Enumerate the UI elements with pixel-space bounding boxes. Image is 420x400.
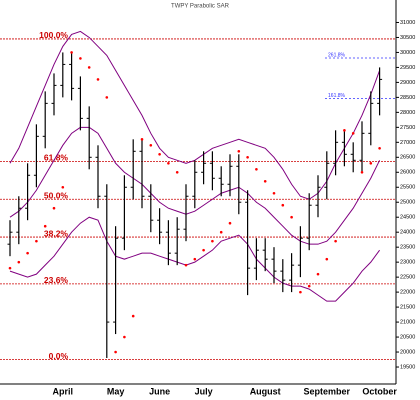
y-tick-label: 20000 — [400, 349, 415, 355]
y-tick-label: 20500 — [400, 335, 415, 341]
sar-dot — [114, 350, 117, 354]
sar-dot — [255, 167, 258, 171]
sar-dot — [219, 230, 223, 234]
y-tick-label: 26000 — [400, 170, 415, 176]
y-tick-label: 30000 — [400, 50, 415, 56]
sar-dot — [105, 96, 109, 99]
y-tick-label: 31000 — [400, 20, 415, 26]
y-tick-label: 25500 — [400, 185, 415, 191]
sar-dot — [149, 144, 153, 147]
y-tick-label: 29000 — [400, 80, 415, 86]
sar-dot — [79, 57, 82, 60]
sar-dot — [325, 257, 329, 261]
sar-dot — [360, 170, 364, 174]
y-tick-label: 23500 — [400, 245, 415, 251]
sar-dot — [96, 78, 100, 81]
sar-dot — [334, 239, 337, 243]
sar-dot — [281, 203, 285, 207]
sar-dot — [316, 272, 320, 276]
x-tick-label: May — [107, 386, 125, 396]
sar-dot — [35, 239, 38, 243]
fib-label: 100.0% — [39, 30, 68, 40]
fib-label: 61.8% — [44, 153, 69, 163]
sar-dot — [8, 266, 12, 270]
sar-dot — [343, 129, 346, 132]
fib-ext-label: 161.8% — [328, 93, 346, 99]
y-tick-label: 30500 — [400, 35, 415, 41]
y-tick-label: 29500 — [400, 65, 415, 71]
sar-dot — [263, 179, 267, 183]
sar-dot — [351, 132, 355, 135]
x-tick-label: October — [362, 386, 397, 396]
y-tick-label: 23000 — [400, 260, 415, 266]
sar-dot — [211, 239, 214, 243]
sar-dot — [175, 170, 179, 174]
x-tick-label: June — [149, 386, 170, 396]
sar-dot — [193, 257, 197, 261]
y-tick-label: 24000 — [400, 230, 415, 236]
sar-dot — [307, 284, 311, 288]
sar-dot — [52, 206, 56, 210]
sar-dot — [369, 161, 373, 165]
x-tick-label: August — [250, 386, 281, 396]
y-tick-label: 27000 — [400, 140, 415, 146]
sar-dot — [299, 290, 302, 294]
y-tick-label: 28500 — [400, 95, 415, 101]
y-tick-label: 26500 — [400, 155, 415, 161]
y-tick-label: 22500 — [400, 275, 415, 281]
sar-dot — [43, 224, 47, 228]
chart-title: TWPY Parabolic SAR — [171, 4, 230, 10]
sar-dot — [228, 221, 232, 225]
fib-label: 38.2% — [44, 228, 69, 238]
x-tick-label: July — [195, 386, 213, 396]
sar-dot — [61, 185, 65, 189]
sar-dot — [237, 150, 241, 153]
y-tick-label: 25000 — [400, 200, 415, 206]
sar-dot — [184, 263, 188, 267]
band-line — [9, 216, 381, 302]
y-tick-label: 27500 — [400, 125, 415, 131]
sar-dot — [246, 155, 249, 159]
sar-dot — [272, 191, 276, 195]
sar-dot — [167, 161, 170, 165]
fib-label: 23.6% — [44, 275, 69, 285]
sar-dot — [17, 260, 21, 264]
y-tick-label: 21500 — [400, 305, 415, 311]
fib-ext-label: 261.8% — [328, 52, 346, 58]
sar-dot — [87, 66, 91, 69]
y-tick-label: 28000 — [400, 110, 415, 116]
x-tick-label: September — [304, 386, 351, 396]
y-tick-label: 19500 — [400, 364, 415, 370]
fib-label: 0.0% — [49, 351, 69, 361]
sar-dot — [290, 215, 293, 219]
sar-dot — [140, 138, 144, 141]
sar-dot — [131, 314, 135, 318]
fib-label: 50.0% — [44, 190, 69, 200]
sar-dot — [123, 335, 126, 339]
x-tick-label: April — [53, 386, 74, 396]
band-line — [9, 126, 381, 245]
y-tick-label: 21000 — [400, 320, 415, 326]
sar-dot — [26, 251, 29, 255]
sar-dot — [158, 152, 161, 156]
y-tick-label: 22000 — [400, 290, 415, 296]
sar-dot — [70, 51, 73, 54]
sar-dot — [378, 147, 381, 150]
y-tick-label: 24500 — [400, 215, 415, 221]
sar-dot — [202, 248, 205, 252]
